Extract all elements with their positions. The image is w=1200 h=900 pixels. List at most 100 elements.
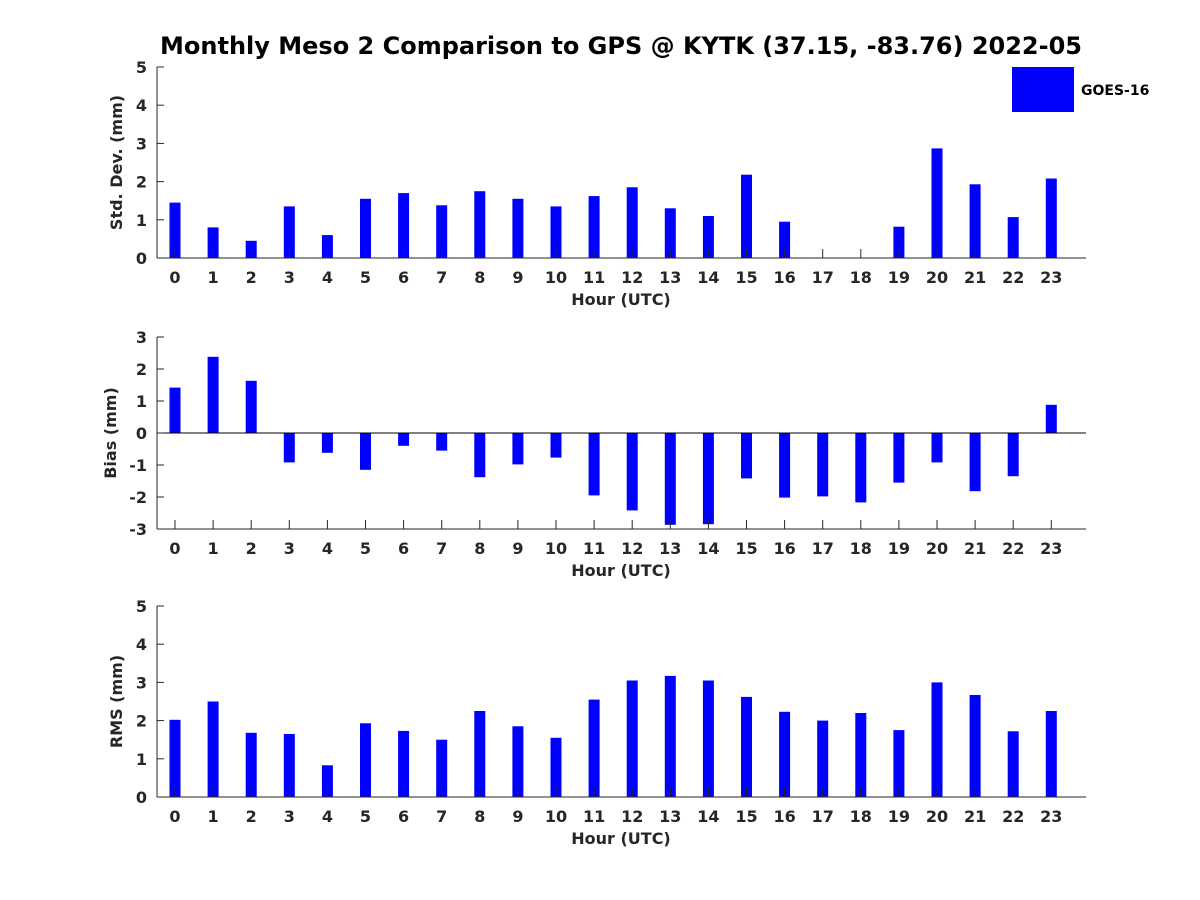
bar	[283, 734, 295, 797]
bar	[360, 723, 371, 797]
x-tick-label: 0	[169, 268, 180, 287]
bar	[817, 433, 829, 497]
y-tick-label: 5	[136, 58, 147, 77]
bar	[512, 198, 524, 258]
y-tick-label: 5	[136, 597, 147, 616]
x-tick-label: 8	[474, 539, 485, 558]
bar	[969, 184, 981, 258]
y-tick-label: 1	[136, 750, 147, 769]
x-tick-label: 7	[436, 539, 447, 558]
x-tick-label: 3	[284, 807, 295, 826]
bar	[969, 433, 981, 492]
bar	[741, 696, 752, 797]
x-tick-label: 11	[583, 539, 605, 558]
x-tick-label: 12	[621, 268, 643, 287]
x-tick-label: 16	[773, 539, 795, 558]
bar	[321, 235, 333, 258]
x-tick-label: 15	[735, 807, 757, 826]
x-tick-label: 2	[246, 268, 257, 287]
x-tick-label: 20	[926, 807, 948, 826]
x-tick-label: 21	[964, 539, 986, 558]
x-tick-label: 12	[621, 539, 643, 558]
x-tick-label: 23	[1040, 539, 1062, 558]
bar	[283, 206, 295, 258]
bar	[1045, 404, 1057, 433]
bar	[436, 739, 448, 797]
x-tick-label: 17	[812, 807, 834, 826]
bar	[207, 356, 219, 433]
bar	[321, 433, 333, 453]
y-tick-label: 2	[136, 173, 147, 192]
bar	[169, 387, 181, 433]
x-tick-label: 7	[436, 807, 447, 826]
x-tick-label: 9	[512, 807, 523, 826]
bar	[664, 675, 676, 797]
x-axis-label: Hour (UTC)	[571, 290, 671, 309]
bar	[512, 726, 524, 797]
y-tick-label: 3	[136, 673, 147, 692]
x-tick-label: 22	[1002, 807, 1024, 826]
bar	[474, 711, 486, 797]
x-tick-label: 16	[773, 807, 795, 826]
x-tick-label: 18	[850, 539, 872, 558]
bar	[1045, 178, 1057, 258]
bar	[893, 433, 905, 483]
y-axis-label: RMS (mm)	[107, 655, 126, 748]
bar	[398, 193, 410, 258]
bar	[474, 191, 486, 258]
x-tick-label: 10	[545, 268, 567, 287]
x-tick-label: 16	[773, 268, 795, 287]
y-tick-label: -2	[129, 488, 147, 507]
x-tick-label: 5	[360, 807, 371, 826]
bar	[626, 433, 638, 511]
y-tick-label: 3	[136, 328, 147, 347]
bar	[626, 680, 638, 797]
x-tick-label: 0	[169, 539, 180, 558]
x-tick-label: 13	[659, 268, 681, 287]
x-tick-label: 11	[583, 807, 605, 826]
legend-label: GOES-16	[1081, 83, 1149, 99]
bar	[398, 730, 410, 797]
bar	[893, 730, 905, 797]
bar	[474, 433, 486, 478]
bar	[321, 765, 333, 797]
bar	[588, 196, 600, 258]
bar	[855, 713, 867, 797]
x-tick-label: 17	[812, 539, 834, 558]
y-tick-label: 0	[136, 424, 147, 443]
y-tick-label: 0	[136, 788, 147, 807]
bar	[664, 433, 676, 525]
legend: GOES-16	[1012, 67, 1149, 112]
y-tick-label: 2	[136, 360, 147, 379]
bar	[207, 227, 219, 258]
bar	[207, 701, 219, 797]
x-tick-label: 10	[545, 539, 567, 558]
bar	[702, 680, 714, 797]
bar	[588, 699, 600, 797]
bar	[779, 711, 791, 797]
x-tick-label: 4	[322, 268, 333, 287]
y-tick-label: 3	[136, 134, 147, 153]
x-tick-label: 19	[888, 268, 910, 287]
legend-swatch	[1012, 67, 1074, 112]
x-tick-label: 14	[697, 268, 719, 287]
x-tick-label: 4	[322, 807, 333, 826]
bar	[283, 433, 295, 463]
x-tick-label: 4	[322, 539, 333, 558]
x-tick-label: 2	[246, 807, 257, 826]
bar	[436, 205, 448, 258]
bar	[626, 187, 638, 258]
x-tick-label: 23	[1040, 268, 1062, 287]
x-tick-label: 8	[474, 807, 485, 826]
bar	[169, 202, 181, 258]
bar	[436, 433, 448, 451]
bar	[1007, 433, 1019, 477]
y-tick-label: 1	[136, 392, 147, 411]
bar	[550, 433, 562, 458]
x-tick-label: 1	[208, 268, 219, 287]
bar	[741, 433, 752, 479]
x-tick-label: 20	[926, 268, 948, 287]
x-tick-label: 12	[621, 807, 643, 826]
